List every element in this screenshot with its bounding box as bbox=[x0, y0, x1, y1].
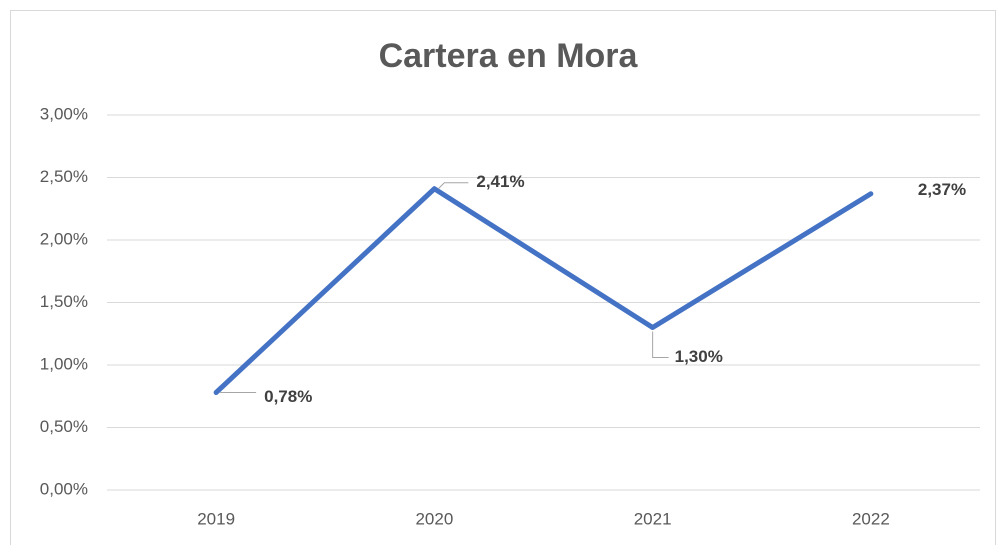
leader-line bbox=[438, 182, 469, 190]
y-tick-label: 0,00% bbox=[40, 479, 88, 498]
x-tick-label: 2020 bbox=[415, 509, 453, 528]
y-tick-label: 3,00% bbox=[40, 104, 88, 123]
data-label: 0,78% bbox=[264, 387, 312, 406]
data-label: 2,37% bbox=[918, 180, 966, 199]
x-tick-label: 2021 bbox=[634, 509, 672, 528]
data-label: 1,30% bbox=[675, 347, 723, 366]
y-tick-label: 2,50% bbox=[40, 167, 88, 186]
y-tick-label: 0,50% bbox=[40, 417, 88, 436]
leader-line bbox=[652, 331, 669, 358]
data-label: 2,41% bbox=[476, 172, 524, 191]
data-line bbox=[213, 186, 874, 395]
y-tick-label: 1,00% bbox=[40, 354, 88, 373]
y-tick-label: 2,00% bbox=[40, 229, 88, 248]
chart-frame bbox=[10, 10, 996, 545]
y-tick-label: 1,50% bbox=[40, 292, 88, 311]
x-tick-label: 2022 bbox=[852, 509, 890, 528]
x-tick-label: 2019 bbox=[197, 509, 235, 528]
chart-title: Cartera en Mora bbox=[379, 37, 639, 75]
